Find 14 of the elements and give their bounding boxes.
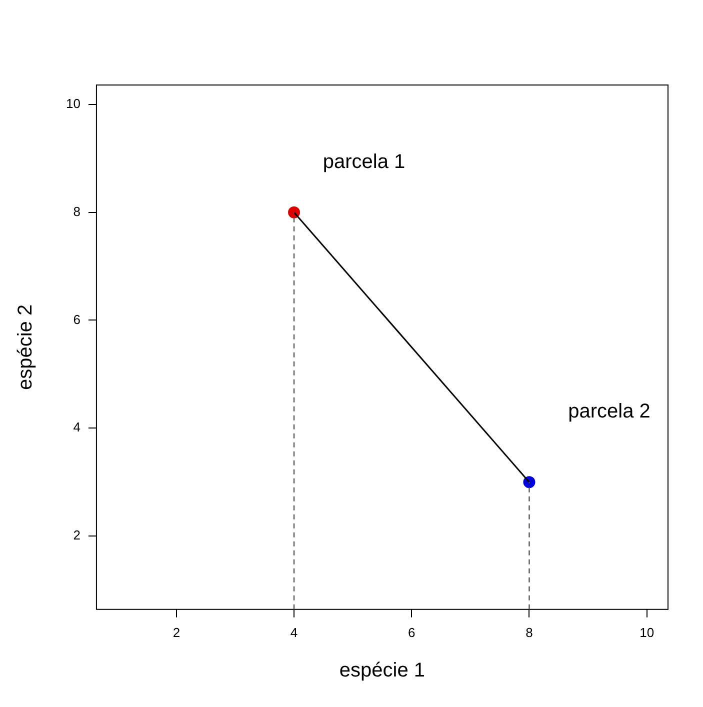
- y-tick-label: 6: [73, 312, 80, 327]
- x-tick-label: 8: [526, 624, 533, 640]
- x-tick-label: 10: [640, 624, 654, 640]
- y-axis-title: espécie 2: [14, 304, 37, 390]
- x-axis-title: espécie 1: [339, 660, 426, 682]
- x-tick-label: 2: [172, 624, 180, 640]
- annotation: parcela 2: [568, 400, 650, 423]
- y-tick-label: 8: [73, 204, 80, 219]
- annotation: parcela 1: [322, 150, 406, 173]
- y-tick-label: 4: [73, 420, 80, 435]
- y-tick-label: 2: [73, 528, 80, 543]
- x-tick-label: 6: [408, 624, 416, 640]
- y-tick-label: 10: [66, 96, 80, 111]
- x-tick-label: 4: [290, 624, 298, 640]
